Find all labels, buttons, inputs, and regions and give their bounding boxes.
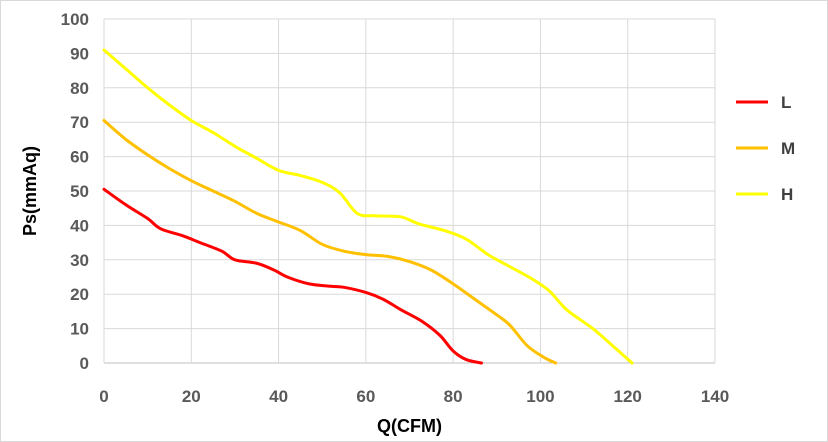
y-axis-ticks: 0 10 20 30 40 50 60 70 80 90 100	[61, 10, 89, 373]
y-tick-label: 20	[70, 285, 89, 304]
y-tick-label: 100	[61, 10, 89, 29]
y-tick-label: 0	[80, 354, 89, 373]
series-line-m	[102, 118, 558, 365]
x-tick-label: 100	[526, 387, 554, 406]
x-tick-label: 140	[701, 387, 729, 406]
x-tick-label: 120	[614, 387, 642, 406]
y-tick-label: 70	[70, 113, 89, 132]
y-tick-label: 30	[70, 251, 89, 270]
y-tick-label: 40	[70, 216, 89, 235]
legend: L M H	[736, 93, 795, 204]
grid	[103, 18, 716, 364]
series-line-l	[102, 187, 484, 365]
y-axis-title: Ps(mmAq)	[20, 146, 40, 236]
legend-label-h: H	[781, 185, 793, 204]
legend-label-l: L	[781, 93, 791, 112]
y-tick-label: 90	[70, 44, 89, 63]
y-tick-label: 50	[70, 182, 89, 201]
y-tick-label: 60	[70, 148, 89, 167]
legend-label-m: M	[781, 139, 795, 158]
y-tick-label: 80	[70, 79, 89, 98]
x-tick-label: 40	[269, 387, 288, 406]
series-line-h	[102, 48, 634, 365]
x-axis-title: Q(CFM)	[377, 416, 442, 436]
x-tick-label: 80	[444, 387, 463, 406]
x-axis-ticks: 0 20 40 60 80 100 120 140	[99, 387, 729, 406]
series-lines	[102, 48, 634, 365]
x-tick-label: 20	[182, 387, 201, 406]
x-tick-label: 60	[356, 387, 375, 406]
y-tick-label: 10	[70, 320, 89, 339]
x-tick-label: 0	[99, 387, 108, 406]
